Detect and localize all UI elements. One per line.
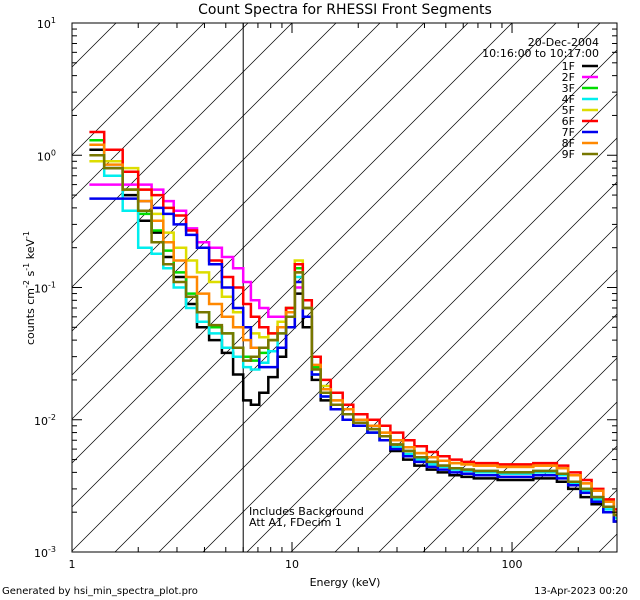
y-axis-label: counts cm-2 s-1 keV-1	[22, 231, 37, 345]
axis-tick-labels: 1 10 100 10-3 10-2 10-1 100 101	[34, 16, 523, 571]
x-tick-label: 100	[502, 558, 523, 571]
legend-label: 4F	[562, 93, 575, 106]
y-tick-label: 10-2	[34, 413, 56, 428]
annotation-attenuator: Att A1, FDecim 1	[249, 516, 342, 529]
legend-label: 7F	[562, 126, 575, 139]
hatch-line	[334, 269, 617, 552]
axis-ticks	[71, 22, 618, 553]
x-axis-label: Energy (keV)	[310, 576, 381, 589]
legend-label: 2F	[562, 71, 575, 84]
hatch-line	[598, 533, 617, 552]
x-tick-label: 1	[69, 558, 76, 571]
series-8F	[89, 143, 617, 514]
y-tick-label: 100	[37, 148, 56, 163]
hatch-line	[72, 23, 601, 552]
legend-label: 9F	[562, 148, 575, 161]
legend-label: 5F	[562, 104, 575, 117]
hatch-line	[72, 23, 249, 200]
y-tick-label: 101	[37, 16, 56, 31]
series-9F	[89, 154, 617, 517]
y-tick-label: 10-3	[34, 545, 56, 560]
timestamp-footer: 13-Apr-2023 00:20	[534, 586, 628, 597]
series-6F	[89, 130, 617, 511]
hatch-line	[72, 23, 381, 332]
annotation-background: Includes Background	[249, 505, 364, 518]
hatch-line	[72, 23, 557, 508]
hatch-line	[202, 137, 617, 552]
legend-label: 3F	[562, 82, 575, 95]
x-tick-label: 10	[285, 558, 299, 571]
time-range-label: 10:16:00 to 10:17:00	[482, 47, 599, 60]
generated-by-footer: Generated by hsi_min_spectra_plot.pro	[2, 586, 198, 597]
hatch-line	[72, 23, 337, 288]
series-7F	[89, 197, 617, 523]
hatch-line	[72, 23, 469, 420]
hatch-line	[246, 181, 617, 552]
series-layer	[89, 130, 617, 523]
y-tick-label: 10-1	[34, 281, 56, 296]
legend-label: 6F	[562, 115, 575, 128]
hatch-line	[72, 23, 293, 244]
hatch-line	[290, 225, 617, 552]
hatch-line	[72, 23, 425, 376]
hatch-line	[510, 445, 617, 552]
legend-label: 8F	[562, 137, 575, 150]
chart-title: Count Spectra for RHESSI Front Segments	[198, 2, 492, 18]
date-label: 20-Dec-2004	[528, 36, 599, 49]
hatch-line	[72, 23, 513, 464]
hatch-line	[114, 49, 617, 552]
series-3F	[89, 138, 617, 517]
legend-label: 1F	[562, 60, 575, 73]
hatch-line	[72, 23, 117, 68]
hatch-line	[72, 23, 205, 156]
hatch-line	[158, 93, 617, 552]
